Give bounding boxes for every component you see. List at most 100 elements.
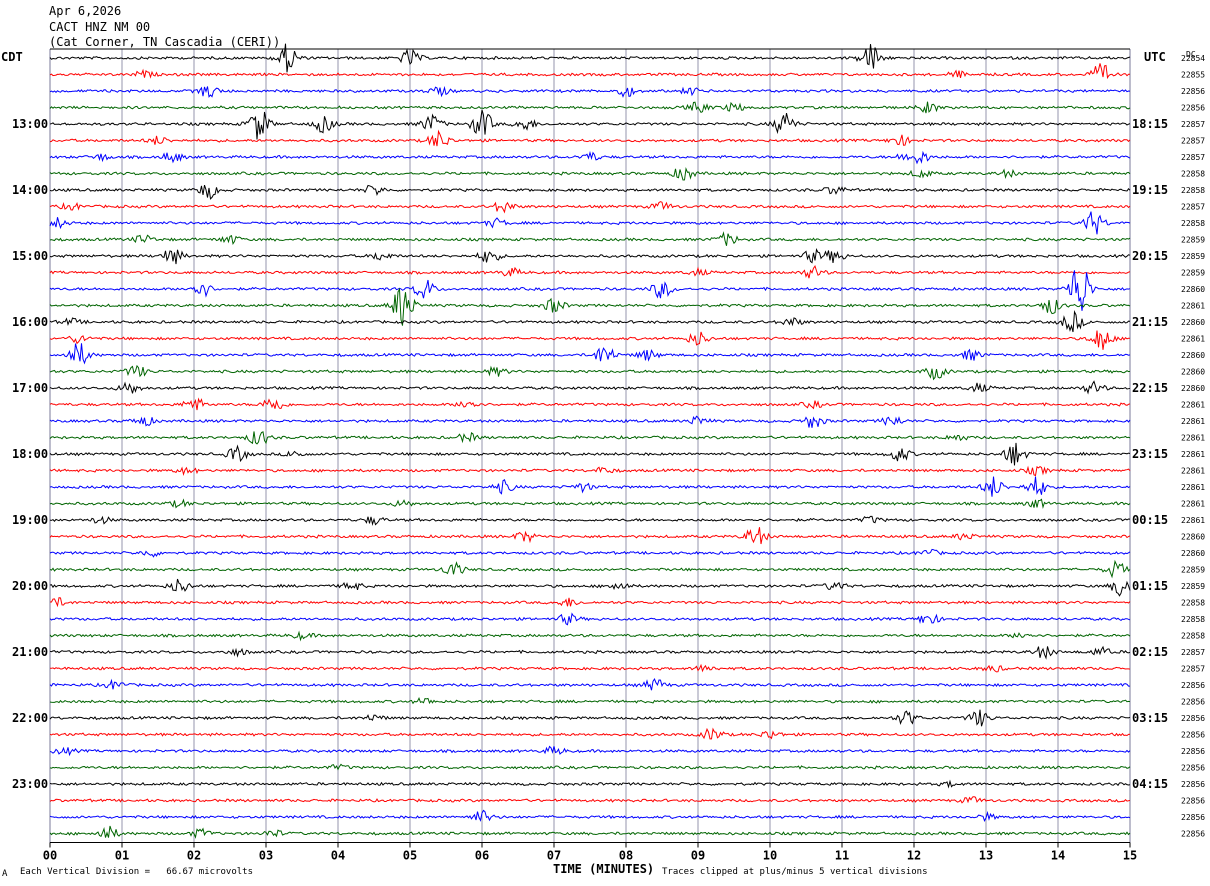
station-label: CACT HNZ NM 00 bbox=[49, 20, 151, 34]
minute-gridlines bbox=[49, 48, 1131, 843]
x-tick-label-01: 01 bbox=[115, 849, 129, 863]
right-time-label: 01:15 bbox=[1132, 579, 1168, 593]
dc-offset-label: 22860 bbox=[1181, 368, 1205, 377]
dc-offset-label: 22856 bbox=[1181, 731, 1205, 740]
x-tick-label-04: 04 bbox=[331, 849, 345, 863]
dc-offset-label: 22860 bbox=[1181, 549, 1205, 558]
x-tick-label-15: 15 bbox=[1123, 849, 1137, 863]
dc-offset-label: 22858 bbox=[1181, 615, 1205, 624]
dc-offset-label: 22859 bbox=[1181, 269, 1205, 278]
trace-row-19 bbox=[49, 364, 1131, 381]
dc-offset-label: 22860 bbox=[1181, 533, 1205, 542]
trace-row-46 bbox=[49, 809, 1131, 822]
dc-offset-label: 22858 bbox=[1181, 170, 1205, 179]
trace-row-15 bbox=[49, 287, 1131, 326]
dc-offset-label: 22858 bbox=[1181, 632, 1205, 641]
dc-offset-label: 22861 bbox=[1181, 467, 1205, 476]
trace-row-10 bbox=[49, 211, 1131, 235]
left-time-label: 19:00 bbox=[12, 513, 48, 527]
dc-offset-label: 22856 bbox=[1181, 714, 1205, 723]
dc-offset-label: 22857 bbox=[1181, 203, 1205, 212]
x-tick-label-07: 07 bbox=[547, 849, 561, 863]
x-tick-label-02: 02 bbox=[187, 849, 201, 863]
trace-row-37 bbox=[49, 663, 1131, 673]
trace-row-35 bbox=[49, 630, 1131, 642]
trace-row-16 bbox=[49, 310, 1131, 333]
dc-offset-label: 22859 bbox=[1181, 566, 1205, 575]
right-timezone-label: UTC bbox=[1144, 50, 1166, 64]
dc-offset-label: 22859 bbox=[1181, 582, 1205, 591]
dc-offset-label: 22854 bbox=[1181, 54, 1205, 63]
trace-row-47 bbox=[49, 825, 1131, 839]
trace-row-26 bbox=[49, 476, 1131, 497]
right-time-label: 21:15 bbox=[1132, 315, 1168, 329]
dc-offset-label: 22858 bbox=[1181, 599, 1205, 608]
trace-row-41 bbox=[49, 727, 1131, 740]
x-tick-label-06: 06 bbox=[475, 849, 489, 863]
dc-offset-label: 22857 bbox=[1181, 648, 1205, 657]
dc-offset-label: 22856 bbox=[1181, 104, 1205, 113]
left-time-label: 20:00 bbox=[12, 579, 48, 593]
trace-row-2 bbox=[49, 85, 1131, 98]
left-time-label: 18:00 bbox=[12, 447, 48, 461]
trace-row-12 bbox=[49, 248, 1131, 265]
helicorder-traces bbox=[49, 43, 1131, 839]
left-timezone-label: CDT bbox=[1, 50, 23, 64]
trace-row-43 bbox=[49, 763, 1131, 771]
scale-note: Each Vertical Division = 66.67 microvolt… bbox=[20, 867, 253, 877]
clip-note: Traces clipped at plus/minus 5 vertical … bbox=[662, 867, 928, 877]
dc-offset-label: 22861 bbox=[1181, 450, 1205, 459]
x-tick-label-00: 00 bbox=[43, 849, 57, 863]
right-time-label: 18:15 bbox=[1132, 117, 1168, 131]
trace-row-23 bbox=[49, 431, 1131, 445]
trace-row-32 bbox=[49, 578, 1131, 597]
x-tick-label-05: 05 bbox=[403, 849, 417, 863]
trace-row-34 bbox=[49, 612, 1131, 626]
trace-row-17 bbox=[49, 330, 1130, 350]
trace-row-42 bbox=[49, 745, 1131, 757]
dc-offset-label: 22861 bbox=[1181, 434, 1205, 443]
trace-row-18 bbox=[49, 343, 1131, 365]
trace-row-20 bbox=[49, 380, 1131, 395]
right-time-label: 20:15 bbox=[1132, 249, 1168, 263]
right-time-label: 19:15 bbox=[1132, 183, 1168, 197]
dc-offset-label: 22858 bbox=[1181, 186, 1205, 195]
x-tick-label-13: 13 bbox=[979, 849, 993, 863]
trace-row-39 bbox=[49, 696, 1131, 705]
left-time-label: 14:00 bbox=[12, 183, 48, 197]
x-axis-title: TIME (MINUTES) bbox=[553, 862, 655, 876]
trace-row-8 bbox=[49, 184, 1131, 200]
right-time-label: 02:15 bbox=[1132, 645, 1168, 659]
trace-row-7 bbox=[49, 166, 1131, 181]
dc-offset-label: 22858 bbox=[1181, 219, 1205, 228]
x-tick-label-09: 09 bbox=[691, 849, 705, 863]
trace-row-27 bbox=[49, 498, 1131, 509]
trace-row-6 bbox=[49, 150, 1131, 165]
dc-offset-label: 22856 bbox=[1181, 764, 1205, 773]
left-time-label: 15:00 bbox=[12, 249, 48, 263]
dc-offset-label: 22859 bbox=[1181, 252, 1205, 261]
trace-row-31 bbox=[49, 559, 1131, 579]
right-time-label: 23:15 bbox=[1132, 447, 1168, 461]
dc-offset-label: 22856 bbox=[1181, 87, 1205, 96]
trace-row-14 bbox=[49, 270, 1131, 311]
dc-offset-label: 22859 bbox=[1181, 236, 1205, 245]
dc-offset-label: 22857 bbox=[1181, 665, 1205, 674]
x-tick-label-08: 08 bbox=[619, 849, 633, 863]
dc-header: DC bbox=[1186, 50, 1196, 59]
trace-row-30 bbox=[49, 548, 1131, 558]
row-labels: 13:00 14:00 15:00 16:00 17:00 18:00 19:00 20:00… bbox=[12, 54, 1205, 839]
trace-row-11 bbox=[49, 231, 1131, 246]
dc-offset-label: 22861 bbox=[1181, 483, 1205, 492]
dc-offset-label: 22861 bbox=[1181, 417, 1205, 426]
left-time-label: 16:00 bbox=[12, 315, 48, 329]
left-time-label: 21:00 bbox=[12, 645, 48, 659]
trace-row-1 bbox=[49, 63, 1130, 80]
trace-row-45 bbox=[49, 796, 1131, 804]
dc-offset-label: 22856 bbox=[1181, 813, 1205, 822]
time-axis: 00 01 02 03 04 05 06 07 08 09 10 11 12 13 14 15 bbox=[43, 842, 1137, 863]
dc-offset-label: 22860 bbox=[1181, 384, 1205, 393]
trace-row-22 bbox=[49, 415, 1131, 428]
trace-row-33 bbox=[50, 597, 1131, 608]
